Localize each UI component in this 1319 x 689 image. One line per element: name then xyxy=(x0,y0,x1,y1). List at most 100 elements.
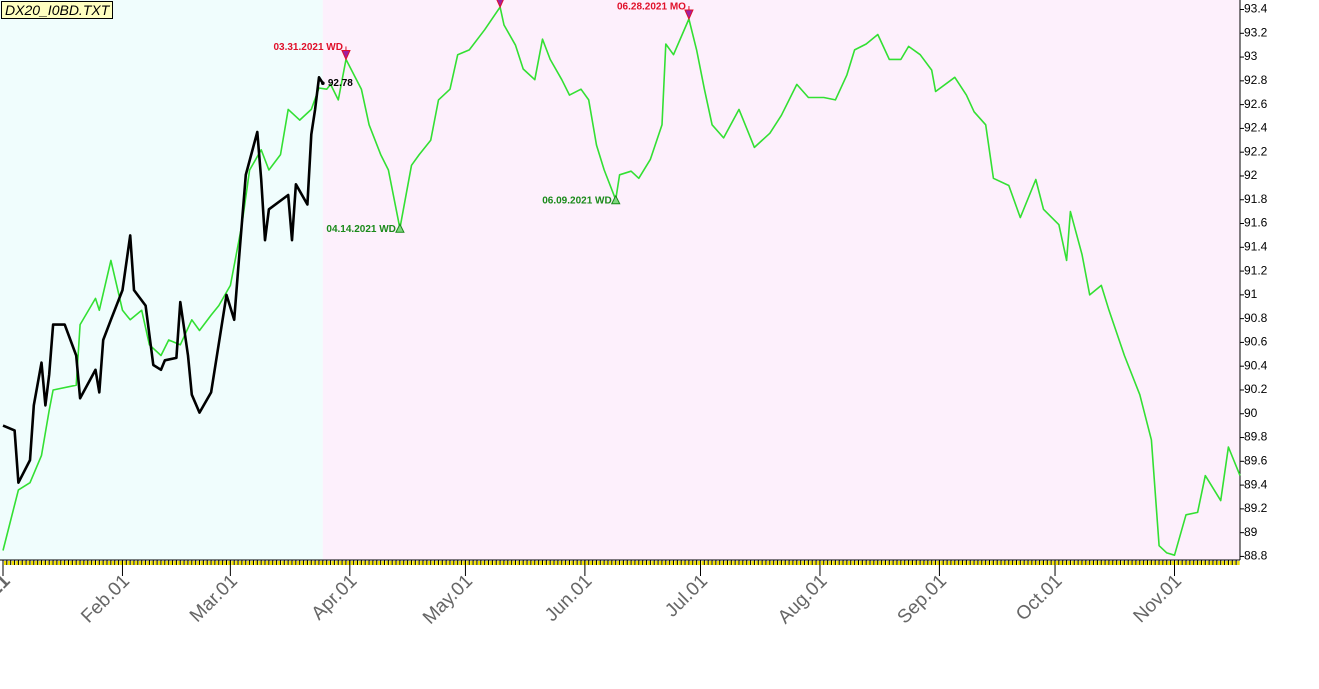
minor-tick-fill xyxy=(227,561,231,565)
minor-tick-fill xyxy=(539,561,543,565)
minor-tick-fill xyxy=(424,561,427,565)
minor-tick-fill xyxy=(1233,561,1236,565)
minor-tick-fill xyxy=(1113,561,1117,565)
minor-tick-fill xyxy=(520,561,523,565)
minor-tick-fill xyxy=(736,561,739,565)
minor-tick-fill xyxy=(30,561,34,565)
background-region xyxy=(322,0,1240,560)
minor-tick-fill xyxy=(990,561,994,565)
minor-tick-fill xyxy=(408,561,412,565)
minor-tick-fill xyxy=(944,561,947,565)
minor-ticks xyxy=(2,560,1240,565)
minor-tick-fill xyxy=(481,561,485,565)
minor-tick-fill xyxy=(1210,561,1213,565)
minor-tick-fill xyxy=(196,561,200,565)
minor-tick-fill xyxy=(223,561,227,565)
minor-tick-fill xyxy=(770,561,774,565)
minor-tick-fill xyxy=(493,561,496,565)
minor-tick-fill xyxy=(138,561,142,565)
y-tick-label: 88.8 xyxy=(1244,549,1268,563)
minor-tick-fill xyxy=(1167,561,1171,565)
minor-tick-fill xyxy=(208,561,211,565)
annotation: 03.31.2021 WD xyxy=(273,42,343,53)
top-marker xyxy=(496,0,504,9)
minor-tick-fill xyxy=(1009,561,1013,565)
minor-tick-fill xyxy=(751,561,755,565)
x-tick-label: Jun.01 xyxy=(541,571,596,626)
minor-tick-fill xyxy=(343,561,346,565)
minor-tick-fill xyxy=(242,561,246,565)
minor-tick-fill xyxy=(882,561,886,565)
minor-tick-fill xyxy=(948,561,951,565)
minor-tick-fill xyxy=(755,561,758,565)
minor-tick-fill xyxy=(339,561,342,565)
minor-tick-fill xyxy=(38,561,42,565)
y-tick-label: 93.4 xyxy=(1244,2,1268,16)
minor-tick-fill xyxy=(894,561,897,565)
minor-tick-fill xyxy=(420,561,423,565)
minor-tick-fill xyxy=(177,561,180,565)
minor-tick-fill xyxy=(435,561,439,565)
minor-tick-fill xyxy=(967,561,970,565)
minor-tick-fill xyxy=(713,561,716,565)
minor-tick-fill xyxy=(767,561,770,565)
y-tick-label: 92.6 xyxy=(1244,97,1268,111)
minor-tick-fill xyxy=(955,561,959,565)
minor-tick-fill xyxy=(84,561,88,565)
minor-tick-fill xyxy=(662,561,666,565)
minor-tick-fill xyxy=(628,561,631,565)
minor-tick-fill xyxy=(277,561,281,565)
minor-tick-fill xyxy=(790,561,793,565)
minor-tick-fill xyxy=(1032,561,1036,565)
top-marker xyxy=(341,49,351,61)
minor-tick-fill xyxy=(720,561,724,565)
y-tick-label: 90 xyxy=(1244,406,1258,420)
minor-tick-fill xyxy=(142,561,146,565)
minor-tick-fill xyxy=(971,561,974,565)
minor-tick-fill xyxy=(108,561,111,565)
minor-tick-fill xyxy=(61,561,65,565)
minor-tick-fill xyxy=(655,561,658,565)
background-region xyxy=(3,0,323,560)
minor-tick-fill xyxy=(778,561,782,565)
minor-tick-fill xyxy=(470,561,473,565)
minor-tick-fill xyxy=(921,561,924,565)
minor-tick-fill xyxy=(709,561,712,565)
minor-tick-fill xyxy=(705,561,708,565)
minor-tick-fill xyxy=(431,561,435,565)
minor-tick-fill xyxy=(165,561,169,565)
minor-tick-fill xyxy=(11,561,15,565)
minor-tick-fill xyxy=(1086,561,1090,565)
minor-tick-fill xyxy=(689,561,693,565)
minor-tick-fill xyxy=(1129,561,1132,565)
minor-tick-fill xyxy=(254,561,257,565)
minor-tick-fill xyxy=(266,561,269,565)
minor-tick-fill xyxy=(289,561,292,565)
minor-tick-fill xyxy=(1005,561,1009,565)
minor-tick-fill xyxy=(678,561,681,565)
minor-tick-fill xyxy=(639,561,643,565)
minor-tick-fill xyxy=(612,561,616,565)
minor-tick-fill xyxy=(327,561,331,565)
minor-tick-fill xyxy=(913,561,916,565)
minor-tick-fill xyxy=(393,561,396,565)
minor-tick-fill xyxy=(1160,561,1163,565)
minor-tick-fill xyxy=(489,561,493,565)
minor-tick-fill xyxy=(192,561,196,565)
minor-tick-fill xyxy=(1063,561,1067,565)
value-label: 92.78 xyxy=(328,78,353,89)
minor-tick-fill xyxy=(1040,561,1044,565)
annotation: 05.10.2021 MO xyxy=(428,0,497,1)
minor-tick-fill xyxy=(986,561,990,565)
minor-tick-fill xyxy=(994,561,997,565)
minor-tick-fill xyxy=(701,561,704,565)
minor-tick-fill xyxy=(616,561,620,565)
x-tick-label: Mar.01 xyxy=(186,571,242,627)
minor-tick-fill xyxy=(373,561,377,565)
minor-tick-fill xyxy=(1021,561,1024,565)
minor-tick-fill xyxy=(443,561,446,565)
minor-tick-fill xyxy=(558,561,562,565)
minor-tick-fill xyxy=(100,561,103,565)
minor-tick-fill xyxy=(119,561,123,565)
minor-tick-fill xyxy=(982,561,986,565)
